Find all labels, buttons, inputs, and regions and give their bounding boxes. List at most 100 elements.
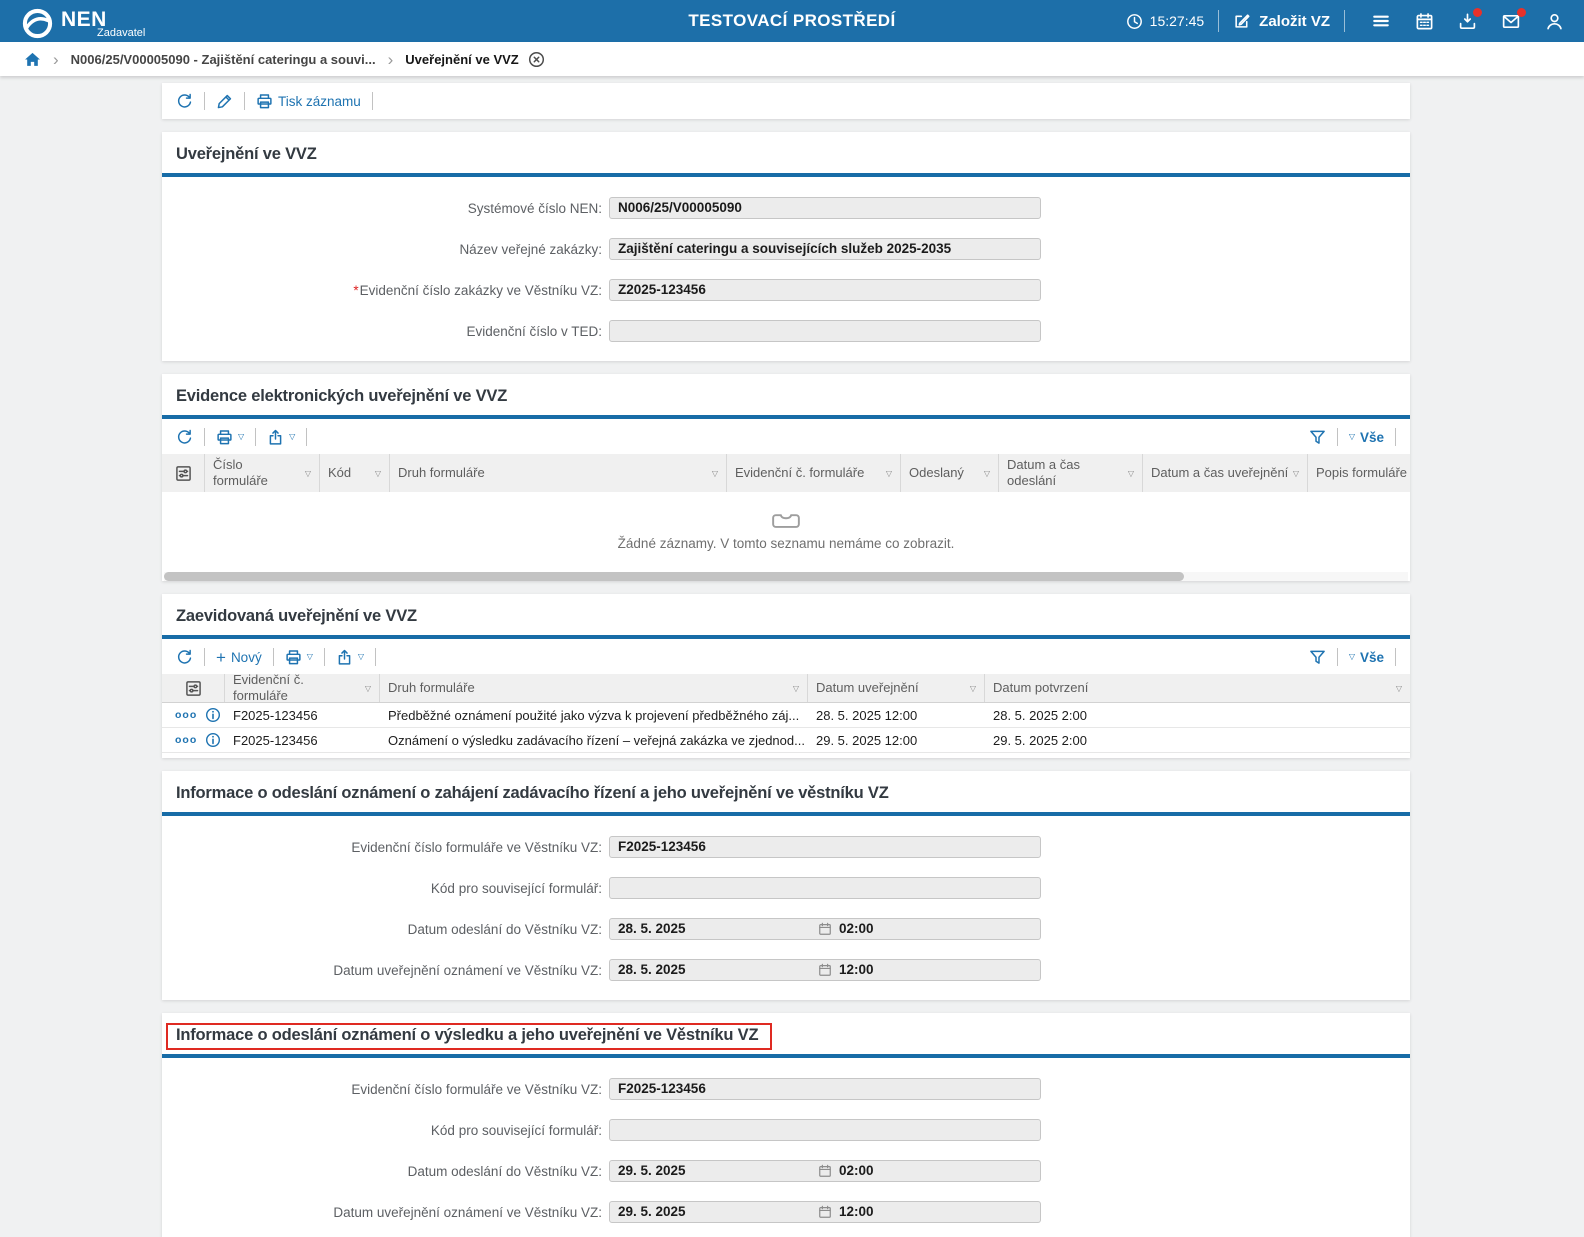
date-value: 29. 5. 2025 [618,1163,686,1178]
filter-icon[interactable]: ▽ [969,683,976,693]
related-form-code-input[interactable] [609,877,1041,899]
calendar-icon[interactable] [818,1205,832,1219]
column-header[interactable]: Datum a čas odeslání ▽ [999,454,1143,492]
server-time: 15:27:45 [1126,13,1204,30]
filter-icon[interactable]: ▽ [374,468,381,478]
column-settings-button[interactable] [185,680,202,697]
form-number-input[interactable]: F2025-123456 [609,1078,1041,1100]
export-menu-button[interactable]: ▽ [336,649,364,666]
info-button[interactable] [205,732,221,748]
print-record-button[interactable]: Tisk záznamu [256,93,361,110]
filter-icon[interactable]: ▽ [364,683,371,693]
close-tab-button[interactable] [528,51,545,68]
field-label-text: Systémové číslo NEN: [467,200,602,216]
contract-name-input[interactable]: Zajištění cateringu a souvisejících služ… [609,238,1041,260]
empty-state: Žádné záznamy. V tomto seznamu nemáme co… [162,492,1410,568]
refresh-button[interactable] [176,93,193,110]
ted-number-input[interactable] [609,320,1041,342]
related-form-code-input[interactable] [609,1119,1041,1141]
refresh-button[interactable] [176,429,193,446]
horizontal-scrollbar[interactable] [164,572,1408,581]
dropdown-triangle-icon: ▽ [306,652,313,661]
top-header-bar: NEN Zadavatel TESTOVACÍ PROSTŘEDÍ 15:27:… [0,0,1584,42]
calendar-icon[interactable] [818,922,832,936]
toolbar-divider [255,428,257,446]
filter-button[interactable] [1309,429,1326,446]
refresh-button[interactable] [176,649,193,666]
vvz-number-input[interactable]: Z2025-123456 [609,279,1041,301]
column-header[interactable]: Číslo formuláře ▽ [205,454,320,492]
time-value: 12:00 [839,1204,874,1219]
publish-datetime-input[interactable]: 28. 5. 2025 12:00 [609,959,1041,981]
close-circle-icon [528,51,544,67]
logo-subtitle: Zadavatel [97,27,146,39]
field-label-text: Kód pro související formulář: [430,880,602,896]
view-all-label: Vše [1359,649,1384,665]
print-menu-button[interactable]: ▽ [216,429,244,446]
send-datetime-input[interactable]: 29. 5. 2025 02:00 [609,1160,1041,1182]
chevron-right-icon: › [53,49,59,69]
column-header[interactable]: Druh formuláře ▽ [380,674,808,702]
calendar-icon[interactable] [818,1164,832,1178]
row-menu-button[interactable]: ooo [175,708,198,721]
filter-icon[interactable]: ▽ [983,468,990,478]
edit-record-button[interactable] [216,93,233,110]
filter-icon[interactable]: ▽ [1127,468,1134,478]
form-field: Datum odeslání do Věstníku VZ: 29. 5. 20… [162,1160,1410,1182]
form-number-input[interactable]: F2025-123456 [609,836,1041,858]
share-export-icon [338,649,351,665]
view-all-dropdown[interactable]: ▽ Vše [1349,430,1384,445]
filter-icon[interactable]: ▽ [1292,468,1299,478]
create-vz-button[interactable]: Založit VZ [1233,12,1330,30]
filter-icon[interactable]: ▽ [885,468,892,478]
print-menu-button[interactable]: ▽ [285,649,313,666]
send-datetime-input[interactable]: 28. 5. 2025 02:00 [609,918,1041,940]
column-header[interactable]: Evidenční č. formuláře ▽ [727,454,901,492]
field-label: Datum uveřejnění oznámení ve Věstníku VZ… [162,1205,602,1220]
system-number-input[interactable]: N006/25/V00005090 [609,197,1041,219]
clock-icon [1126,13,1142,29]
export-menu-button[interactable]: ▽ [267,429,295,446]
column-header[interactable]: Druh formuláře ▽ [390,454,727,492]
field-label: Evidenční číslo formuláře ve Věstníku VZ… [162,840,602,855]
filter-icon[interactable]: ▽ [1395,683,1402,693]
main-menu-button[interactable] [1371,12,1391,30]
toolbar-divider [244,92,245,110]
view-all-dropdown[interactable]: ▽ Vše [1349,650,1384,665]
accent-bar [162,173,1410,177]
filter-icon[interactable]: ▽ [304,468,311,478]
date-value: 29. 5. 2025 [618,1204,686,1219]
publish-datetime-input[interactable]: 29. 5. 2025 12:00 [609,1201,1041,1223]
nen-logo[interactable]: NEN Zadavatel [0,3,145,39]
cell-evidence-number: F2025-123456 [233,732,318,748]
empty-tray-icon [772,514,800,528]
column-header[interactable]: Datum a čas uveřejnění ▽ [1143,454,1308,492]
breadcrumb-item-contract[interactable]: N006/25/V00005090 - Zajištění cateringu … [70,51,376,67]
record-toolbar: Tisk záznamu [162,83,1410,119]
filter-button[interactable] [1309,649,1326,666]
new-record-button[interactable]: + Nový [216,649,262,666]
messages-button[interactable] [1501,7,1526,31]
column-header[interactable]: Evidenční č. formuláře ▽ [225,674,380,702]
row-menu-button[interactable]: ooo [175,733,198,746]
filter-icon[interactable]: ▽ [711,468,718,478]
column-settings-button[interactable] [175,465,192,482]
table-row[interactable]: ooo F2025-123456 Předběžné oznámení použ… [162,703,1410,728]
column-header[interactable]: Datum potvrzení ▽ [993,679,1402,695]
scrollbar-thumb[interactable] [164,572,1185,581]
user-profile-button[interactable] [1545,12,1564,31]
table-row[interactable]: ooo F2025-123456 Oznámení o výsledku zad… [162,728,1410,753]
calendar-icon[interactable] [818,963,832,977]
calendar-button[interactable] [1415,12,1434,31]
downloads-button[interactable] [1458,7,1482,31]
column-header[interactable]: Odeslaný ▽ [901,454,999,492]
column-header[interactable]: Kód ▽ [320,454,390,492]
info-button[interactable] [205,707,221,723]
column-header[interactable]: Popis formuláře [1316,464,1408,480]
plus-icon: + [216,647,226,667]
home-button[interactable] [24,51,41,68]
field-label-text: Datum uveřejnění oznámení ve Věstníku VZ… [333,962,602,978]
filter-icon[interactable]: ▽ [792,683,799,693]
column-header[interactable]: Datum uveřejnění ▽ [808,674,985,702]
printer-icon [257,93,272,108]
